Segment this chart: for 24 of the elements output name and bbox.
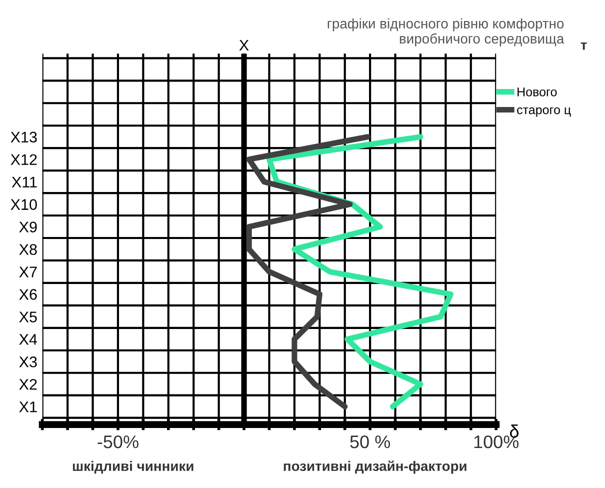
y-tick-label: X6: [19, 289, 37, 300]
y-tick-label: X11: [12, 176, 37, 188]
legend-label: Нового: [518, 88, 557, 96]
y-tick-label: X5: [19, 312, 37, 322]
x-axis-title: δ: [510, 424, 519, 438]
y-tick-label: X2: [19, 378, 37, 390]
y-tick-label: X7: [19, 266, 37, 278]
y-tick-label: X9: [19, 222, 37, 232]
text: т: [580, 42, 587, 50]
x-tick-label: 100%: [474, 435, 519, 448]
y-tick-label: X1: [19, 402, 37, 412]
legend-label: старого ц: [517, 107, 571, 117]
chart-title: графіки відносного рівню комфортно виробничого середовища: [328, 18, 564, 46]
y-tick-label: X13: [10, 132, 37, 143]
y-tick-label: X10: [10, 199, 37, 210]
y-tick-label: X4: [19, 334, 38, 345]
x-tick-label: -50%: [98, 435, 138, 448]
text: позитивні дизайн-фактори: [284, 460, 466, 474]
y-tick-label: X3: [19, 356, 37, 368]
y-axis-title: X: [239, 40, 249, 51]
y-tick-label: X12: [10, 154, 37, 165]
y-tick-label: X8: [19, 244, 37, 255]
x-tick-label: 50 %: [350, 435, 390, 448]
text: шкідливі чинники: [72, 460, 194, 474]
